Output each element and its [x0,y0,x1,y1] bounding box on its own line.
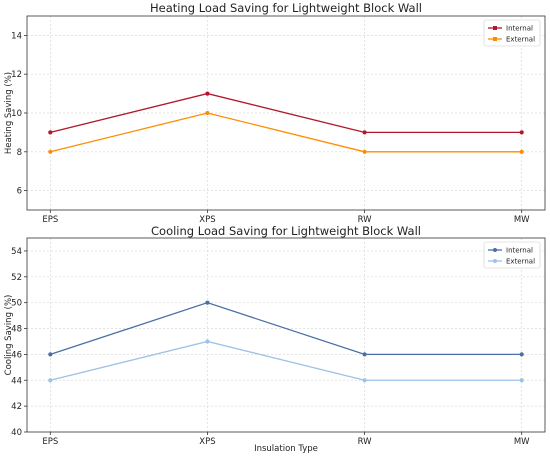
y-tick-label: 54 [11,247,22,257]
legend-entry-external: External [506,36,535,44]
y-tick-label: 48 [11,325,22,335]
data-point-internal [205,91,210,96]
legend-swatch-marker [493,259,497,263]
data-point-internal [48,130,53,135]
y-tick-label: 44 [11,376,22,386]
series-line-external [50,340,522,381]
chart-title: Heating Load Saving for Lightweight Bloc… [150,1,422,15]
y-tick-label: 6 [17,187,22,197]
data-point-internal [362,352,367,357]
cooling-chart-panel: 40 42 44 46 48 50 52 54 EPS XPS RW MW Cooling Load S… [4,224,546,454]
data-point-internal [205,300,210,305]
data-point-external [205,110,210,116]
y-tick-label: 42 [11,402,22,412]
x-tick-label: XPS [199,437,215,447]
chart-title: Cooling Load Saving for Lightweight Bloc… [151,224,421,238]
data-point-external [362,378,367,383]
y-tick-label: 46 [11,350,22,360]
y-tick-label: 10 [11,109,22,119]
legend-swatch-marker [493,26,497,30]
data-point-internal [48,352,53,357]
y-tick-label: 40 [11,428,22,438]
heating-chart-panel: 6 8 10 12 14 EPS XPS RW MW Heating Load Saving fo… [4,1,546,225]
y-tick-label: 12 [11,70,22,80]
plot-frame [26,237,546,433]
data-point-external [48,378,53,383]
x-tick-label: MW [514,437,530,447]
y-axis-label: Heating Saving (%) [4,72,14,154]
data-point-external [519,378,524,383]
y-tick-label: 50 [11,299,22,309]
legend-swatch-marker [493,248,497,252]
data-point-external [48,149,53,154]
x-axis-label: Insulation Type [254,444,318,454]
data-point-internal [362,130,367,135]
series-line-external [50,112,522,153]
x-tick-label: MW [514,215,530,225]
data-point-external [362,149,367,154]
data-point-internal [519,130,524,135]
data-point-external [519,149,524,154]
x-tick-label: EPS [42,437,58,447]
x-tick-label: XPS [199,215,215,225]
x-tick-label: EPS [42,215,58,225]
data-point-external [205,339,210,344]
y-axis-label: Cooling Saving (%) [4,295,14,376]
x-tick-label: RW [358,437,373,447]
series-line-internal [50,92,522,134]
y-tick-label: 14 [11,31,22,41]
legend-entry-internal: Internal [506,247,533,255]
data-point-internal [519,352,524,357]
y-tick-label: 8 [17,148,22,158]
legend-entry-external: External [506,258,535,266]
y-tick-label: 52 [11,273,22,283]
legend-entry-internal: Internal [506,25,533,33]
series-line-internal [50,301,522,356]
legend-swatch-marker [493,37,497,41]
x-tick-label: RW [358,215,373,225]
